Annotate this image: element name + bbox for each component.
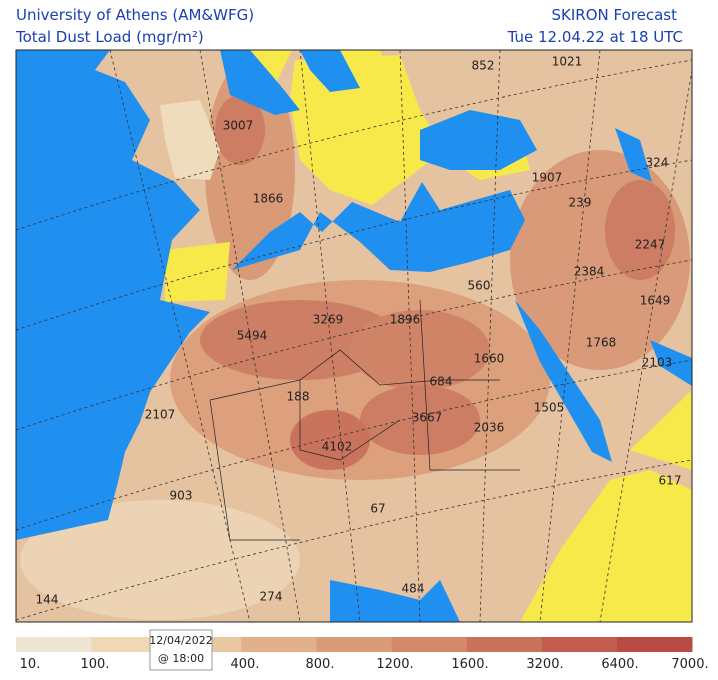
legend-swatch [91, 637, 167, 652]
map-label: 67 [370, 502, 385, 516]
map-label: 3007 [223, 119, 254, 133]
legend-label: 100. [81, 657, 110, 672]
map-label: 1907 [532, 171, 563, 185]
legend-swatch [541, 637, 618, 652]
dust-area [200, 300, 400, 380]
map-label: 560 [468, 279, 491, 293]
map-label: 274 [260, 590, 283, 604]
legend-label: 800. [306, 657, 335, 672]
low-area [250, 50, 292, 85]
tooltip-date: 12/04/2022 [149, 634, 212, 647]
map-label: 684 [430, 375, 453, 389]
header-title-right: SKIRON Forecast [552, 6, 678, 24]
header-date: Tue 12.04.22 at 18 UTC [507, 28, 683, 46]
legend-label: 1200. [376, 657, 413, 672]
map-label: 2036 [474, 421, 505, 435]
low-area [165, 242, 230, 302]
map-label: 2107 [145, 408, 176, 422]
map-label: 5494 [237, 329, 268, 343]
map: 852 1021 3007 324 1907 239 1866 2247 2384 560 1649… [16, 50, 692, 622]
low-area [520, 470, 692, 622]
legend-label: 10. [20, 657, 41, 672]
header-subtitle: Total Dust Load (mgr/m²) [15, 28, 204, 46]
map-label: 484 [402, 582, 425, 596]
map-label: 4102 [322, 440, 353, 454]
map-label: 903 [170, 489, 193, 503]
map-label: 3667 [412, 411, 443, 425]
legend-label: 3200. [526, 657, 563, 672]
graticule [16, 50, 692, 622]
map-label: 188 [287, 390, 310, 404]
legend-swatch [316, 637, 393, 652]
map-label: 1866 [253, 192, 284, 206]
legend-label: 400. [231, 657, 260, 672]
header-title: University of Athens (AM&WFG) [16, 6, 254, 24]
map-label: 239 [569, 196, 592, 210]
map-label: 1660 [474, 352, 505, 366]
land [160, 100, 220, 180]
map-label: 617 [659, 474, 682, 488]
borders [209, 299, 520, 541]
map-label: 144 [36, 593, 59, 607]
low-area [340, 50, 390, 90]
map-label: 324 [646, 156, 669, 170]
map-label: 1896 [390, 313, 421, 327]
tooltip [149, 629, 213, 671]
dust-area [290, 410, 370, 470]
map-frame [15, 49, 693, 623]
map-label: 3269 [313, 313, 344, 327]
map-label: 1021 [552, 55, 583, 69]
map-label: 2247 [635, 238, 666, 252]
low-area [630, 390, 692, 470]
map-label: 1768 [586, 336, 617, 350]
legend-swatch [466, 637, 543, 652]
legend-swatch [16, 637, 92, 652]
dust-area [605, 180, 675, 280]
legend-swatch [616, 637, 693, 652]
low-area [290, 55, 445, 205]
map-label: 2384 [574, 265, 605, 279]
light-area [20, 500, 300, 620]
map-label: 1649 [640, 294, 671, 308]
map-label: 1505 [534, 401, 565, 415]
dust-area [360, 385, 480, 455]
map-label: 852 [472, 59, 495, 73]
tooltip-time: @ 18:00 [158, 652, 204, 665]
dust-area [350, 310, 490, 390]
legend-swatch [241, 637, 317, 652]
legend-label: 1600. [451, 657, 488, 672]
dust-area [215, 95, 265, 165]
water [16, 50, 692, 622]
legend-swatch [391, 637, 468, 652]
map-label: 2103 [642, 356, 673, 370]
legend-label: 6400. [601, 657, 638, 672]
legend-label: 7000. [671, 657, 708, 672]
